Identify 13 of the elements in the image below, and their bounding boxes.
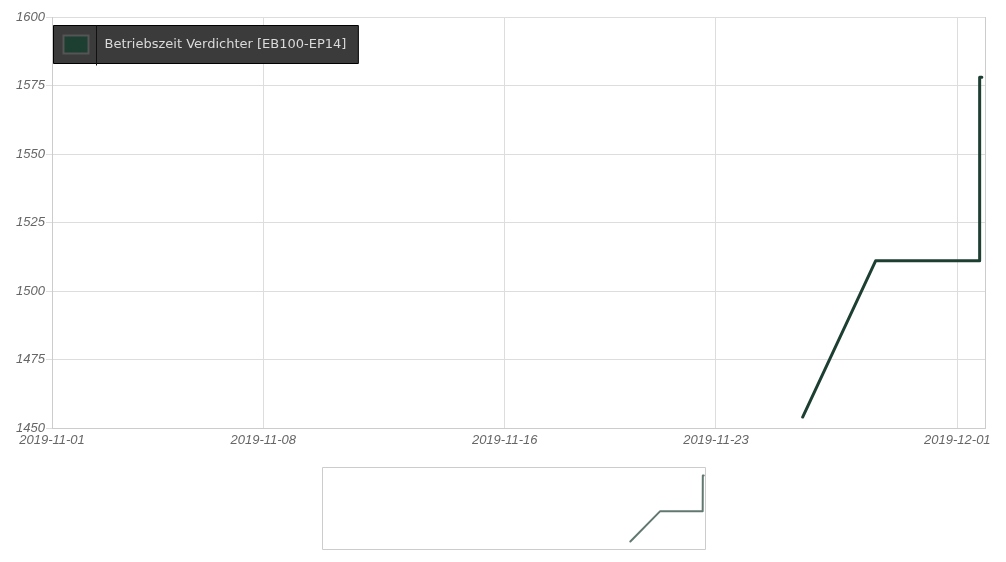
- y-tick-label: 1450: [16, 419, 46, 435]
- y-tick-label: 1475: [16, 351, 46, 367]
- x-tick-label: 2019-11-23: [682, 432, 750, 448]
- y-tick-label: 1550: [16, 145, 46, 161]
- legend-label: Betriebszeit Verdichter [EB100-EP14]: [104, 35, 347, 51]
- x-tick-label: 2019-11-16: [470, 432, 539, 448]
- y-tick-label: 1575: [16, 77, 46, 93]
- x-tick-label: 2019-12-01: [923, 432, 991, 448]
- y-tick-label: 1525: [16, 214, 46, 230]
- y-tick-label: 1600: [16, 8, 46, 24]
- x-tick-label: 2019-11-08: [229, 432, 297, 448]
- y-tick-label: 1500: [16, 282, 46, 298]
- x-tick-label: 2019-11-01: [18, 432, 85, 448]
